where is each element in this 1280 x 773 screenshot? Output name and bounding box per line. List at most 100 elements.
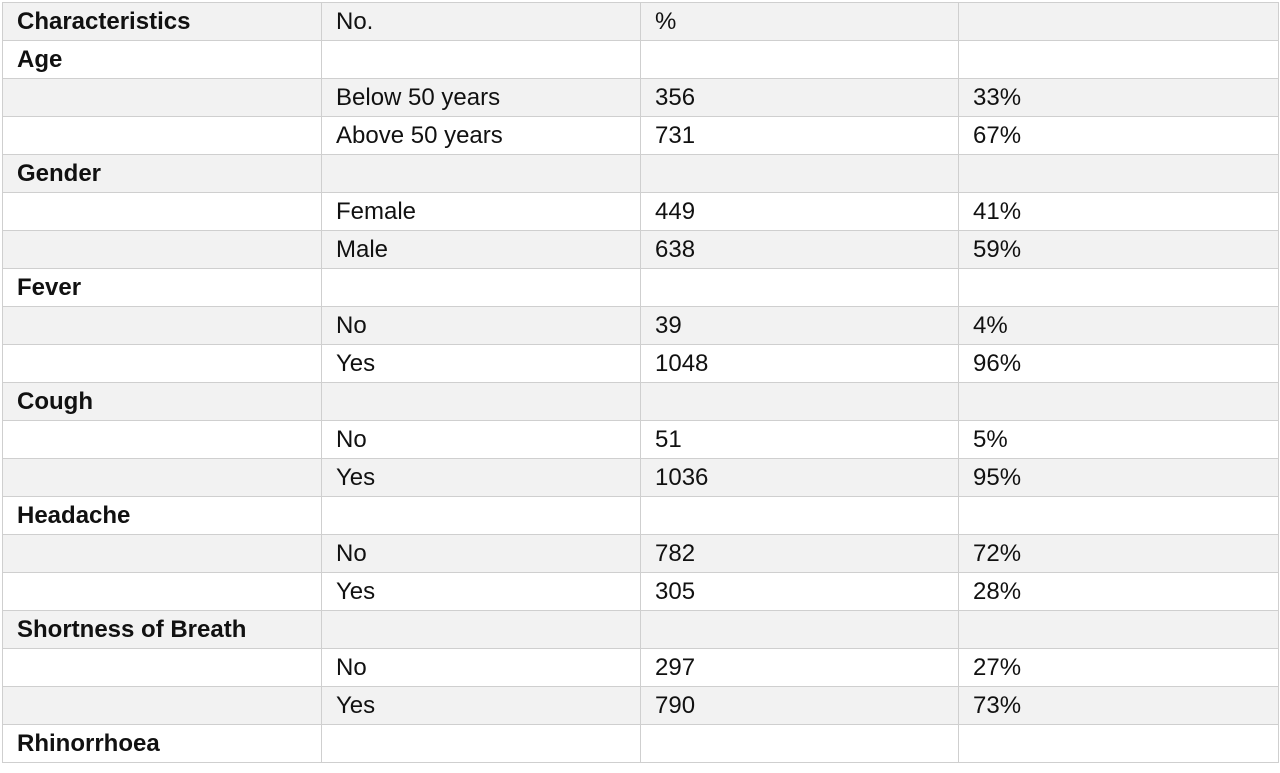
table-cell-percent <box>958 724 1279 763</box>
table-cell-percent <box>958 610 1279 649</box>
table-cell-category: No <box>321 306 641 345</box>
table-cell-characteristic <box>2 230 322 269</box>
table-cell-percent: 95% <box>958 458 1279 497</box>
table-cell-characteristic: Headache <box>2 496 322 535</box>
table-cell-percent: 67% <box>958 116 1279 155</box>
table-cell-category <box>321 496 641 535</box>
table-cell-count <box>640 382 959 421</box>
table-cell-category: No <box>321 648 641 687</box>
table-cell-percent: 33% <box>958 78 1279 117</box>
table-cell-percent <box>958 496 1279 535</box>
table-row: Male 638 59% <box>2 230 1279 269</box>
header-cell-number: No. <box>321 2 641 41</box>
table-group-row: Age <box>2 40 1279 79</box>
table-cell-count: 297 <box>640 648 959 687</box>
table-row: No 51 5% <box>2 420 1279 459</box>
table-cell-category: Yes <box>321 458 641 497</box>
table-cell-percent: 41% <box>958 192 1279 231</box>
header-cell-empty <box>958 2 1279 41</box>
table-group-row: Rhinorrhoea <box>2 724 1279 763</box>
table-cell-count <box>640 268 959 307</box>
table-cell-category: Below 50 years <box>321 78 641 117</box>
table-cell-category <box>321 724 641 763</box>
table-cell-count: 51 <box>640 420 959 459</box>
table-row: Female 449 41% <box>2 192 1279 231</box>
header-cell-characteristics: Characteristics <box>2 2 322 41</box>
table-cell-characteristic: Gender <box>2 154 322 193</box>
table-cell-characteristic <box>2 534 322 573</box>
table-cell-percent: 59% <box>958 230 1279 269</box>
table-row: Yes 305 28% <box>2 572 1279 611</box>
table-cell-category <box>321 382 641 421</box>
table-cell-count: 790 <box>640 686 959 725</box>
table-row: Below 50 years 356 33% <box>2 78 1279 117</box>
table-row: Above 50 years 731 67% <box>2 116 1279 155</box>
table-cell-count: 305 <box>640 572 959 611</box>
table-cell-count <box>640 496 959 535</box>
table-cell-characteristic <box>2 572 322 611</box>
table-header-row: Characteristics No. % <box>2 2 1279 41</box>
table-cell-characteristic: Shortness of Breath <box>2 610 322 649</box>
table-cell-count: 638 <box>640 230 959 269</box>
table-cell-characteristic <box>2 306 322 345</box>
table-cell-percent: 72% <box>958 534 1279 573</box>
table-cell-characteristic <box>2 116 322 155</box>
table-cell-count: 356 <box>640 78 959 117</box>
table-cell-category <box>321 268 641 307</box>
table-cell-percent <box>958 40 1279 79</box>
table-cell-percent <box>958 268 1279 307</box>
table-cell-characteristic <box>2 458 322 497</box>
table-cell-percent <box>958 382 1279 421</box>
table-cell-category: No <box>321 534 641 573</box>
table-cell-category: Yes <box>321 686 641 725</box>
table-cell-count: 782 <box>640 534 959 573</box>
header-cell-percent: % <box>640 2 959 41</box>
table-cell-count: 1048 <box>640 344 959 383</box>
table-cell-count <box>640 154 959 193</box>
table-group-row: Gender <box>2 154 1279 193</box>
table-cell-percent: 73% <box>958 686 1279 725</box>
table-row: No 297 27% <box>2 648 1279 687</box>
table-cell-category: Above 50 years <box>321 116 641 155</box>
table-cell-category: Yes <box>321 572 641 611</box>
table-cell-characteristic: Rhinorrhoea <box>2 724 322 763</box>
table-cell-percent: 4% <box>958 306 1279 345</box>
table-cell-category <box>321 610 641 649</box>
table-cell-characteristic <box>2 420 322 459</box>
table-cell-characteristic <box>2 78 322 117</box>
table-row: No 782 72% <box>2 534 1279 573</box>
table-row: Yes 1036 95% <box>2 458 1279 497</box>
table-cell-category: No <box>321 420 641 459</box>
table-cell-characteristic <box>2 686 322 725</box>
table-cell-percent: 5% <box>958 420 1279 459</box>
table-cell-category: Female <box>321 192 641 231</box>
table-group-row: Headache <box>2 496 1279 535</box>
table-row: Yes 1048 96% <box>2 344 1279 383</box>
table-row: No 39 4% <box>2 306 1279 345</box>
table-cell-characteristic: Age <box>2 40 322 79</box>
table-cell-count: 1036 <box>640 458 959 497</box>
table-group-row: Shortness of Breath <box>2 610 1279 649</box>
table-cell-count: 449 <box>640 192 959 231</box>
table-group-row: Cough <box>2 382 1279 421</box>
table-cell-percent <box>958 154 1279 193</box>
table-row: Yes 790 73% <box>2 686 1279 725</box>
table-cell-count: 731 <box>640 116 959 155</box>
table-cell-characteristic <box>2 344 322 383</box>
table-cell-category <box>321 40 641 79</box>
table-group-row: Fever <box>2 268 1279 307</box>
table-cell-count <box>640 40 959 79</box>
table-cell-count <box>640 724 959 763</box>
table-cell-count: 39 <box>640 306 959 345</box>
table-cell-category: Male <box>321 230 641 269</box>
table-cell-percent: 27% <box>958 648 1279 687</box>
table-cell-percent: 28% <box>958 572 1279 611</box>
table-cell-characteristic: Cough <box>2 382 322 421</box>
table-cell-category: Yes <box>321 344 641 383</box>
table-cell-characteristic <box>2 648 322 687</box>
table-cell-characteristic: Fever <box>2 268 322 307</box>
table-cell-percent: 96% <box>958 344 1279 383</box>
table-cell-characteristic <box>2 192 322 231</box>
